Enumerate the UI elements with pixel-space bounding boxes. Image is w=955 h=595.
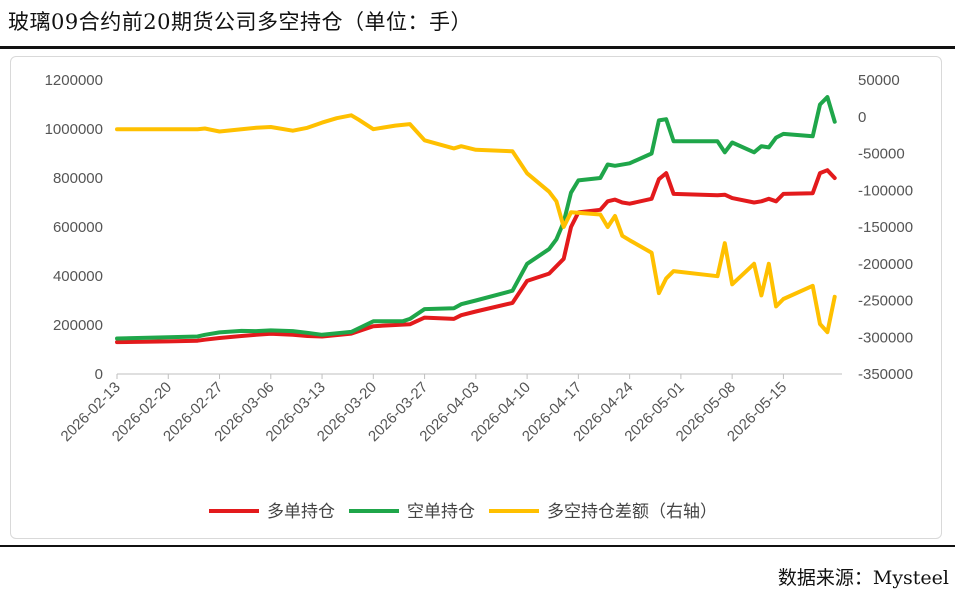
y-right-tick-label: -250000 (858, 293, 913, 310)
legend-label-1: 多单持仓 (267, 502, 335, 521)
series-line-2 (115, 95, 837, 341)
line-chart: 0 200000 400000 600000 800000 1000000 1200000 -… (45, 72, 913, 521)
y-right-tick-label: -50000 (858, 146, 905, 163)
chart-frame: 0 200000 400000 600000 800000 1000000 1200000 -… (10, 56, 942, 539)
y-right-tick-label: -300000 (858, 329, 913, 346)
y-left-tick-label: 600000 (53, 219, 103, 236)
legend-label-3: 多空持仓差额（右轴） (547, 502, 717, 521)
bottom-rule (0, 545, 955, 547)
page-title: 玻璃09合约前20期货公司多空持仓（单位：手） (8, 10, 472, 34)
y-right-tick-label: -350000 (858, 366, 913, 383)
y-left-tick-label: 1200000 (45, 72, 103, 89)
y-right-tick-label: -150000 (858, 219, 913, 236)
y-right-tick-label: -100000 (858, 182, 913, 199)
top-rule (0, 46, 955, 49)
source-note: 数据来源：Mysteel (777, 567, 949, 589)
legend-label-2: 空单持仓 (407, 502, 475, 521)
y-left-tick-label: 1000000 (45, 121, 103, 138)
y-left-tick-label: 400000 (53, 268, 103, 285)
y-right-tick-label: 50000 (858, 72, 900, 89)
series-line-1 (115, 168, 837, 345)
y-left-tick-label: 200000 (53, 317, 103, 334)
series-line-3 (115, 113, 837, 335)
y-left-tick-label: 800000 (53, 170, 103, 187)
y-left-tick-label: 0 (95, 366, 103, 383)
y-right-tick-label: 0 (858, 109, 866, 126)
y-right-tick-label: -200000 (858, 256, 913, 273)
